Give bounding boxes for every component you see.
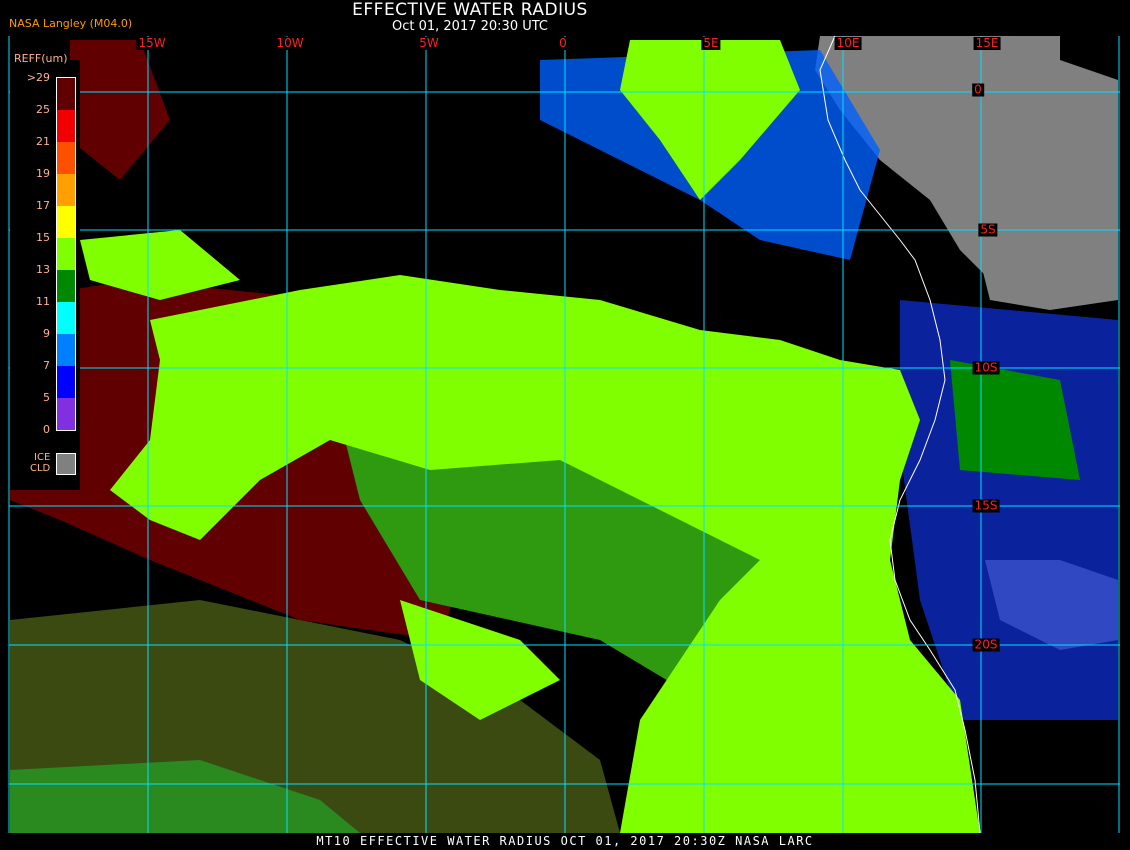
footer-caption: MT10 EFFECTIVE WATER RADIUS OCT 01, 2017…: [316, 834, 814, 848]
lat-label: 5S: [978, 222, 998, 237]
lon-label: 15W: [136, 36, 168, 50]
legend-label: 13: [36, 263, 50, 276]
color-swatch: [57, 238, 75, 270]
legend-label: 21: [36, 135, 50, 148]
lat-label: 0: [972, 82, 984, 97]
lon-label: 5E: [701, 36, 721, 50]
lon-label: 5W: [417, 36, 441, 50]
lat-label: 20S: [972, 637, 1000, 652]
ice-cloud-region: [815, 36, 1118, 300]
ice-cloud-swatch: [56, 453, 76, 475]
coastline: [819, 35, 981, 834]
lon-label: 10E: [834, 36, 862, 50]
small-droplet-region: [950, 360, 1080, 480]
color-bar: [56, 77, 76, 431]
legend-label: 0: [43, 423, 50, 436]
color-swatch: [57, 334, 75, 366]
legend-label: 11: [36, 295, 50, 308]
color-swatch: [57, 110, 75, 142]
color-swatch: [57, 270, 75, 302]
color-swatch: [57, 174, 75, 206]
legend-label: 17: [36, 199, 50, 212]
source-label: NASA Langley (M04.0): [9, 17, 133, 30]
legend-label: 9: [43, 327, 50, 340]
map-timestamp: Oct 01, 2017 20:30 UTC: [392, 19, 548, 34]
legend-label: 19: [36, 167, 50, 180]
ice-label-line2: CLD: [30, 463, 51, 474]
lon-label: 10W: [274, 36, 306, 50]
color-swatch: [57, 142, 75, 174]
legend-label: 5: [43, 391, 50, 404]
color-swatch: [57, 398, 75, 430]
color-swatch: [57, 206, 75, 238]
effective-radius-cloud: [400, 600, 560, 720]
legend-label: 7: [43, 359, 50, 372]
lat-label: 15S: [972, 498, 1000, 513]
color-swatch: [57, 78, 75, 110]
color-legend: REFF(um) >29 25 21 19 17 15 13 11 9 7 5 0 ICE CLD: [10, 53, 80, 490]
lat-lon-grid: [8, 36, 1120, 833]
effective-radius-cloud: [80, 230, 240, 300]
large-droplet-region: [70, 40, 170, 180]
effective-radius-cloud: [10, 760, 360, 833]
effective-radius-cloud: [620, 40, 800, 200]
ice-cloud-region: [975, 230, 1118, 310]
lon-label: 15E: [973, 36, 1001, 50]
ice-cloud-label: ICE CLD: [30, 452, 50, 474]
lat-label: 10S: [972, 360, 1000, 375]
legend-title: REFF(um): [14, 52, 68, 65]
legend-label: 25: [36, 103, 50, 116]
lon-label: 0: [557, 36, 569, 50]
color-swatch: [57, 366, 75, 398]
map-title: EFFECTIVE WATER RADIUS: [352, 0, 588, 20]
color-swatch: [57, 302, 75, 334]
legend-label: 15: [36, 231, 50, 244]
legend-label: >29: [26, 71, 50, 84]
effective-radius-main-cloud: [110, 275, 980, 833]
ice-label-line1: ICE: [34, 452, 51, 463]
